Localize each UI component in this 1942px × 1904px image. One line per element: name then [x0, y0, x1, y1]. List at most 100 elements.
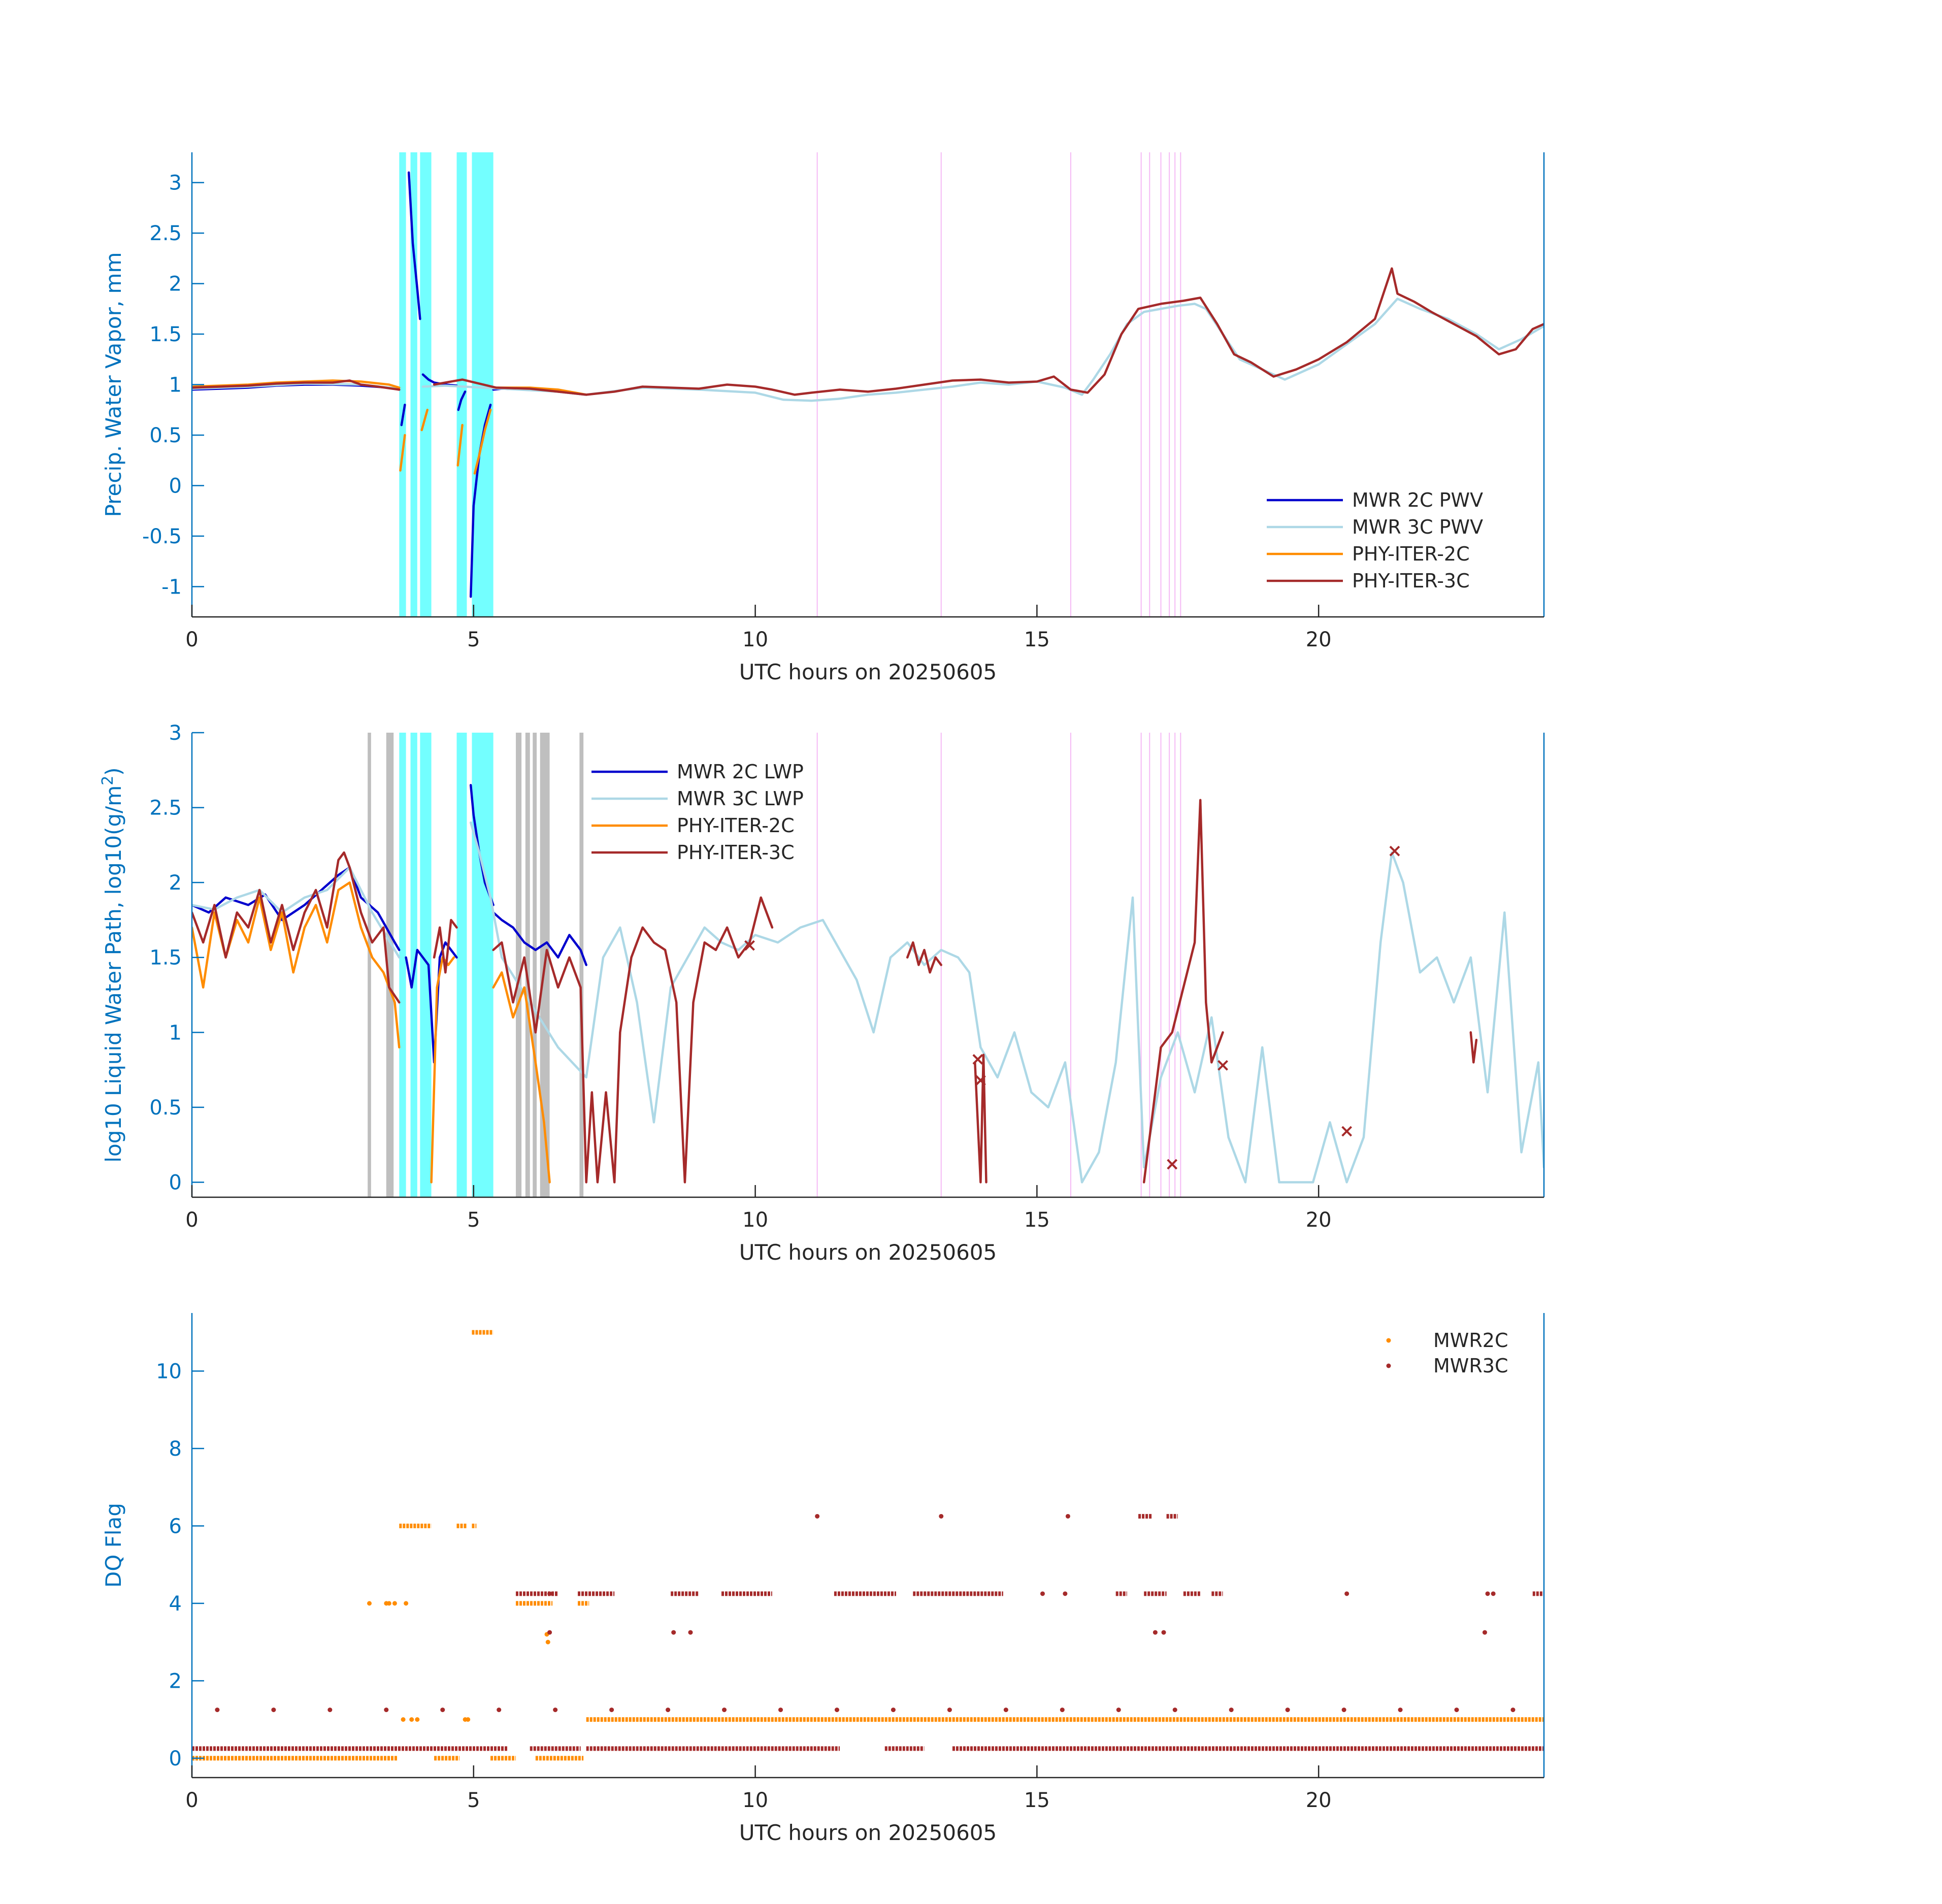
dq-point-0-9: [466, 1717, 471, 1722]
x-marker-5: [1341, 1126, 1353, 1137]
series-line-3-segment-2: [492, 896, 774, 1184]
x-axis-title: UTC hours on 20250605: [739, 1240, 997, 1265]
x-tick-label: 15: [1024, 1208, 1050, 1232]
gray-band-1: [386, 733, 394, 1197]
y-tick-label: 2.5: [149, 222, 182, 245]
dq-point-1-14: [1003, 1708, 1008, 1713]
y-tick-label: 1.5: [149, 946, 182, 970]
legend-lwp: MWR 2C LWP MWR 3C LWP PHY-ITER-2C PHY-ITER-…: [591, 761, 804, 864]
panel-dq: 0 5 10 15 20 0 2 4 6 8 10 UTC hours on 20250605 DQ F…: [101, 1313, 1545, 1845]
y-tick-label: 8: [169, 1437, 182, 1461]
cyan-band-2: [420, 733, 432, 1197]
dq-point-1-31: [1065, 1514, 1070, 1519]
dq-point-0-6: [409, 1717, 414, 1722]
series-line-1-segment-1: [421, 298, 1544, 402]
x-tick-label: 10: [742, 1789, 768, 1812]
dq-point-1-36: [1344, 1591, 1349, 1596]
series-line-3-segment-1: [433, 267, 1544, 396]
dq-point-1-6: [553, 1708, 558, 1713]
dq-point-0-11: [545, 1639, 550, 1645]
dq-point-1-16: [1116, 1708, 1121, 1713]
dq-point-1-37: [1485, 1591, 1490, 1596]
dq-point-1-8: [666, 1708, 671, 1713]
dq-point-1-13: [947, 1708, 952, 1713]
series-line-2-segment-1: [399, 434, 406, 472]
y-tick-label: 1.5: [149, 323, 182, 346]
legend-label-1: MWR 3C LWP: [677, 787, 804, 810]
legend-label-3: PHY-ITER-3C: [677, 841, 795, 864]
y-tick-label: 4: [169, 1592, 182, 1616]
x-marker-6: [1389, 845, 1400, 857]
series-line-2-segment-3: [456, 423, 464, 467]
panel-lwp: 0 5 10 15 20 0 0.5 1 1.5 2 2.5 3 UTC hours on 202506…: [99, 721, 1545, 1265]
series-line-2-segment-2: [492, 971, 551, 1184]
legend-pwv: MWR 2C PWV MWR 3C PWV PHY-ITER-2C PHY-ITER-…: [1267, 489, 1483, 592]
legend-label-0: MWR2C: [1433, 1329, 1508, 1352]
y-axis-title-superscript: 2: [99, 776, 117, 785]
series-line-2-segment-4: [473, 408, 492, 475]
panel-pwv: 0 5 10 15 20 -1 -0.5 0 0.5 1 1.5 2 2.5 3 UTC hours on …: [101, 152, 1545, 684]
series-line-3-segment-6: [1469, 1031, 1478, 1064]
gray-band-4: [533, 733, 537, 1197]
x-tick-label: 15: [1024, 628, 1050, 651]
y-tick-label: -0.5: [142, 525, 182, 548]
x-axis-title: UTC hours on 20250605: [739, 1820, 997, 1845]
y-tick-label: 1: [169, 1021, 182, 1044]
dq-point-1-18: [1229, 1708, 1234, 1713]
x-tick-label: 10: [742, 1208, 768, 1232]
plot-area-pwv: [192, 152, 1544, 617]
dq-point-1-30: [939, 1514, 944, 1519]
x-tick-label: 0: [185, 628, 198, 651]
dq-point-1-17: [1172, 1708, 1177, 1713]
x-marker-2: [975, 1075, 986, 1086]
plot-area-dq: [192, 1330, 1544, 1761]
dq-point-0-4: [401, 1717, 406, 1722]
legend-label-3: PHY-ITER-3C: [1352, 570, 1470, 592]
dq-point-1-38: [1491, 1591, 1496, 1596]
y-tick-label: 0: [169, 1171, 182, 1194]
y-tick-label: 10: [156, 1360, 182, 1383]
legend-label-2: PHY-ITER-2C: [1352, 543, 1470, 565]
gray-band-3: [525, 733, 530, 1197]
y-tick-label: 0: [169, 1747, 182, 1770]
series-line-2-segment-2: [420, 408, 429, 432]
x-tick-label: 0: [185, 1208, 198, 1232]
dq-point-1-3: [384, 1708, 389, 1713]
gray-band-2: [516, 733, 522, 1197]
series-line-0-segment-2: [407, 171, 421, 320]
dq-point-1-27: [1161, 1630, 1166, 1635]
series-line-3-segment-3: [906, 941, 942, 974]
series-line-0-segment-3: [492, 911, 587, 966]
dq-point-1-11: [834, 1708, 839, 1713]
dq-point-0-2: [386, 1601, 391, 1606]
y-axis-title-end: ): [101, 767, 126, 775]
x-tick-label: 20: [1306, 1208, 1332, 1232]
plot-area-lwp: [192, 733, 1544, 1197]
series-mwr3c: [192, 1514, 1544, 1751]
cyan-band-0: [399, 152, 406, 617]
dq-point-0-0: [367, 1601, 372, 1606]
cyan-band-3: [456, 733, 467, 1197]
y-axis-title: Precip. Water Vapor, mm: [101, 252, 126, 517]
x-tick-label: 5: [467, 628, 480, 651]
series-line-0-segment-1: [400, 404, 406, 426]
cyan-band-2: [420, 152, 432, 617]
gray-band-0: [368, 733, 371, 1197]
dq-point-1-21: [1398, 1708, 1403, 1713]
dq-point-1-20: [1341, 1708, 1346, 1713]
dq-point-0-7: [415, 1717, 420, 1722]
series-phy-iter-3c: [192, 799, 1478, 1184]
dq-point-1-4: [440, 1708, 445, 1713]
x-tick-label: 5: [467, 1789, 480, 1812]
y-axis-title: log10 Liquid Water Path, log10(g/m2): [99, 767, 126, 1162]
dq-point-1-23: [1510, 1708, 1516, 1713]
dq-point-1-22: [1454, 1708, 1459, 1713]
y-tick-label: 2: [169, 1669, 182, 1693]
dq-point-1-1: [271, 1708, 276, 1713]
legend-swatch-0: [1386, 1338, 1391, 1343]
legend-label-1: MWR3C: [1433, 1355, 1508, 1377]
y-tick-label: 0.5: [149, 1096, 182, 1120]
legend-dq: MWR2C MWR3C: [1386, 1329, 1508, 1377]
